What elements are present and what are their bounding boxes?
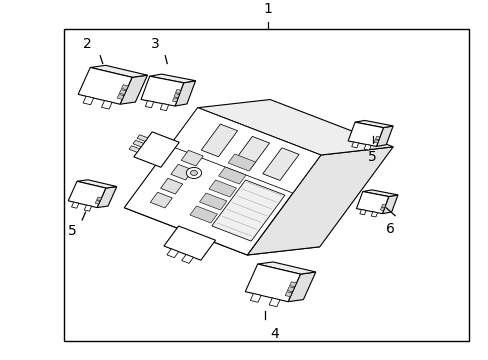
Polygon shape [137, 135, 147, 141]
Polygon shape [356, 192, 388, 213]
Polygon shape [285, 292, 291, 297]
Polygon shape [172, 98, 178, 102]
Polygon shape [102, 100, 112, 109]
Polygon shape [245, 264, 300, 302]
Polygon shape [119, 90, 126, 95]
Polygon shape [250, 293, 261, 302]
Polygon shape [351, 142, 358, 148]
Polygon shape [71, 202, 79, 208]
Polygon shape [287, 287, 294, 292]
Polygon shape [145, 101, 153, 108]
Polygon shape [120, 75, 147, 104]
Polygon shape [90, 65, 147, 77]
Polygon shape [124, 108, 320, 255]
Polygon shape [163, 226, 215, 260]
Polygon shape [134, 132, 179, 167]
Text: 4: 4 [270, 327, 279, 341]
Polygon shape [150, 192, 172, 208]
Polygon shape [141, 76, 183, 106]
Polygon shape [83, 96, 94, 105]
Polygon shape [175, 81, 195, 106]
Polygon shape [247, 147, 392, 255]
Polygon shape [97, 186, 117, 208]
Polygon shape [201, 124, 237, 157]
Polygon shape [169, 108, 320, 193]
Text: 2: 2 [82, 37, 91, 51]
Polygon shape [68, 181, 105, 208]
Polygon shape [380, 208, 384, 211]
Polygon shape [78, 67, 132, 104]
Polygon shape [174, 94, 179, 98]
Polygon shape [289, 282, 296, 287]
Polygon shape [77, 180, 117, 188]
Polygon shape [262, 148, 299, 180]
Polygon shape [218, 167, 245, 184]
Polygon shape [382, 195, 397, 213]
Polygon shape [129, 146, 140, 152]
Polygon shape [181, 150, 203, 166]
Polygon shape [160, 104, 168, 111]
Polygon shape [182, 255, 193, 264]
Polygon shape [362, 190, 397, 197]
Polygon shape [122, 85, 128, 90]
Polygon shape [373, 140, 378, 143]
Text: 5: 5 [68, 224, 77, 238]
Polygon shape [376, 126, 392, 147]
Polygon shape [170, 164, 193, 180]
Bar [63, 29, 468, 341]
Polygon shape [133, 140, 143, 147]
Polygon shape [227, 154, 255, 171]
Circle shape [186, 167, 201, 179]
Polygon shape [97, 197, 101, 201]
Text: 6: 6 [386, 222, 394, 236]
Polygon shape [211, 180, 285, 241]
Polygon shape [84, 205, 91, 211]
Polygon shape [199, 193, 226, 210]
Circle shape [190, 170, 197, 175]
Polygon shape [124, 199, 319, 255]
Polygon shape [166, 249, 178, 258]
Polygon shape [189, 206, 217, 223]
Polygon shape [287, 272, 315, 302]
Text: 3: 3 [151, 37, 160, 51]
Polygon shape [149, 74, 195, 83]
Polygon shape [197, 99, 392, 155]
Polygon shape [160, 178, 183, 194]
Polygon shape [233, 136, 269, 169]
Polygon shape [95, 201, 100, 204]
Polygon shape [370, 212, 377, 217]
Text: 5: 5 [367, 150, 376, 164]
Polygon shape [347, 122, 383, 147]
Polygon shape [375, 136, 379, 140]
Text: 1: 1 [263, 2, 272, 16]
Polygon shape [268, 298, 279, 307]
Polygon shape [175, 90, 181, 94]
Polygon shape [359, 210, 366, 215]
Polygon shape [354, 121, 392, 128]
Polygon shape [364, 144, 370, 150]
Polygon shape [381, 204, 385, 207]
Polygon shape [257, 262, 315, 274]
Polygon shape [208, 180, 236, 197]
Polygon shape [117, 94, 123, 99]
